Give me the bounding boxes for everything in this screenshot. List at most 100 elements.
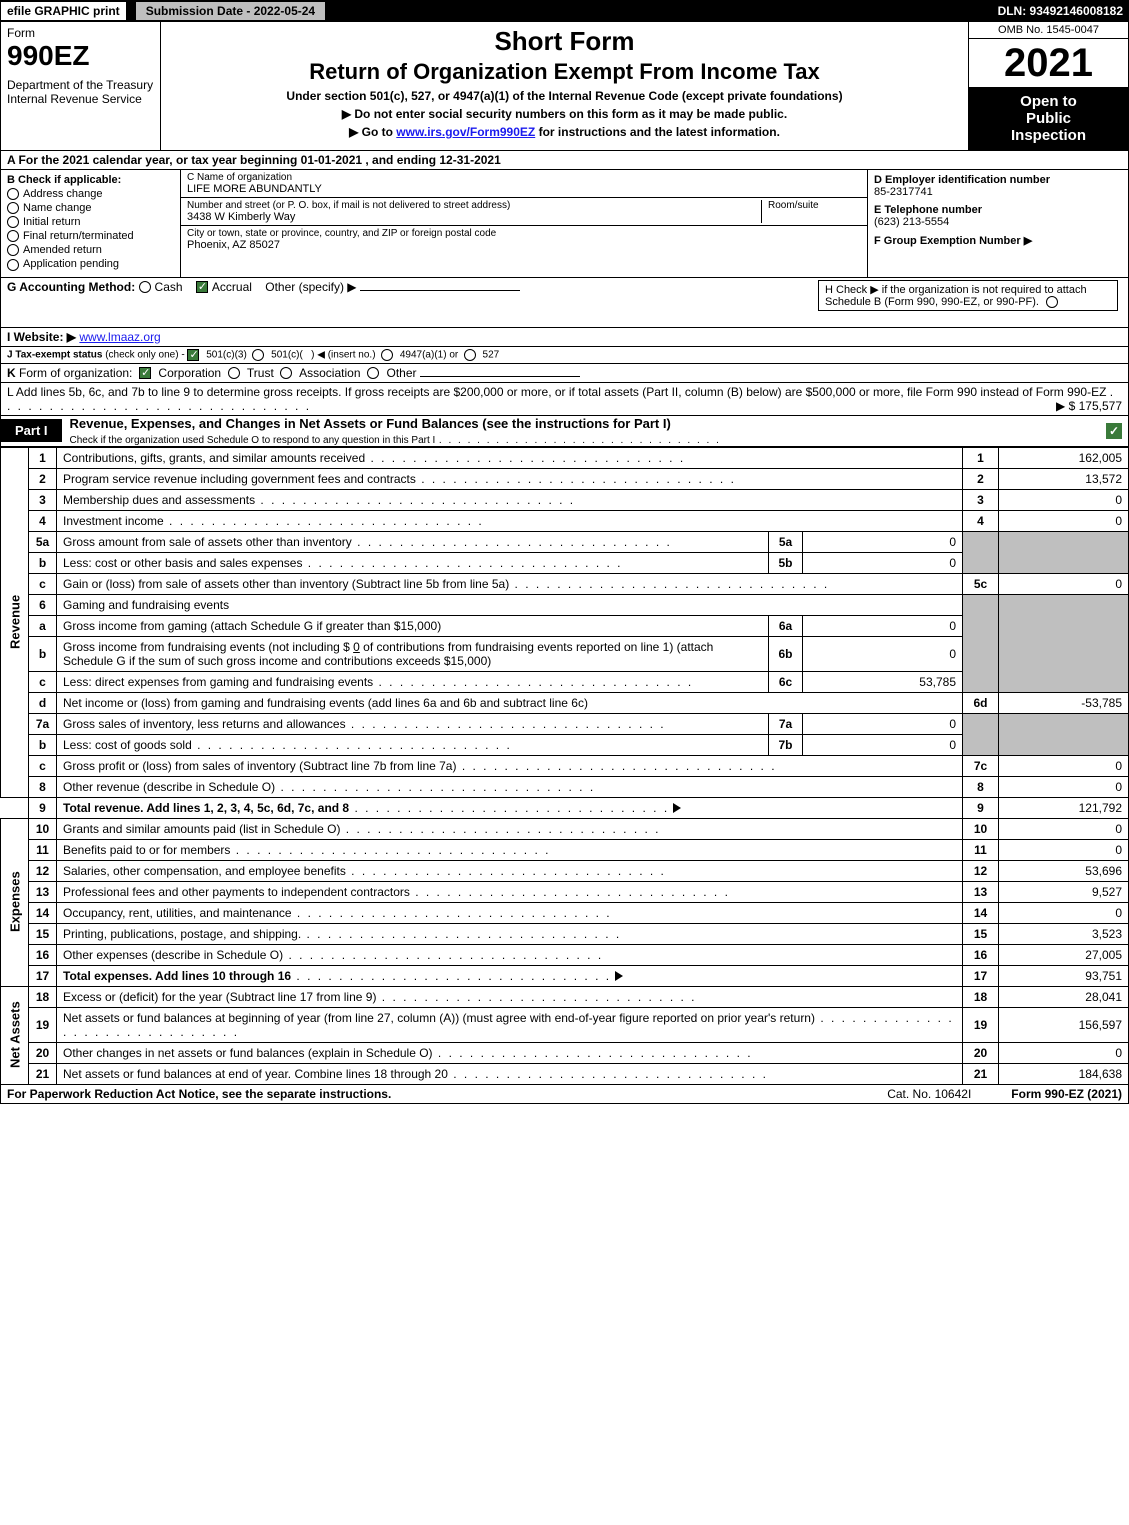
line-5b-mid: 5b: [769, 552, 803, 573]
line-12-desc: Salaries, other compensation, and employ…: [63, 864, 346, 878]
line-2-rno: 2: [963, 468, 999, 489]
website-link[interactable]: www.lmaaz.org: [79, 330, 160, 344]
line-12-rno: 12: [963, 860, 999, 881]
other-org-input[interactable]: [420, 376, 580, 377]
chk-application-pending[interactable]: Application pending: [7, 258, 174, 270]
goto-line: ▶ Go to www.irs.gov/Form990EZ for instru…: [167, 125, 962, 139]
chk-initial-return[interactable]: Initial return: [7, 216, 174, 228]
chk-accrual[interactable]: [196, 281, 208, 293]
chk-corporation[interactable]: [139, 367, 151, 379]
arrow-icon: [615, 971, 623, 981]
info-grid: B Check if applicable: Address change Na…: [0, 170, 1129, 278]
line-8-desc: Other revenue (describe in Schedule O): [63, 780, 275, 794]
line-15-desc: Printing, publications, postage, and shi…: [63, 927, 301, 941]
part-i-title: Revenue, Expenses, and Changes in Net As…: [70, 416, 671, 431]
under-section-text: Under section 501(c), 527, or 4947(a)(1)…: [167, 89, 962, 103]
line-6d-desc: Net income or (loss) from gaming and fun…: [57, 692, 963, 713]
line-11-desc: Benefits paid to or for members: [63, 843, 230, 857]
g-label: G Accounting Method:: [7, 280, 135, 294]
submission-date: Submission Date - 2022-05-24: [135, 1, 326, 21]
line-6c-no: c: [29, 671, 57, 692]
line-17-rno: 17: [963, 965, 999, 986]
chk-name-change[interactable]: Name change: [7, 202, 174, 214]
line-3: 3 Membership dues and assessments 3 0: [1, 489, 1129, 510]
line-12: 12 Salaries, other compensation, and emp…: [1, 860, 1129, 881]
line-5a-no: 5a: [29, 531, 57, 552]
row-l-gross-receipts: L Add lines 5b, 6c, and 7b to line 9 to …: [0, 383, 1129, 416]
org-name-value: LIFE MORE ABUNDANTLY: [187, 183, 861, 195]
chk-h-not-required[interactable]: [1046, 296, 1058, 308]
line-17-value: 93,751: [999, 965, 1129, 986]
chk-cash[interactable]: [139, 281, 151, 293]
line-16-rno: 16: [963, 944, 999, 965]
chk-address-change[interactable]: Address change: [7, 188, 174, 200]
row-a-tax-year: A For the 2021 calendar year, or tax yea…: [0, 151, 1129, 170]
line-7b: b Less: cost of goods sold 7b 0: [1, 734, 1129, 755]
line-5a-midval: 0: [803, 531, 963, 552]
line-10-no: 10: [29, 818, 57, 839]
group-exemption-label: F Group Exemption Number ▶: [874, 234, 1122, 247]
line-3-rno: 3: [963, 489, 999, 510]
row-g-accounting: G Accounting Method: Cash Accrual Other …: [0, 278, 1129, 328]
chk-trust[interactable]: [228, 367, 240, 379]
line-6b: b Gross income from fundraising events (…: [1, 636, 1129, 671]
line-10-rno: 10: [963, 818, 999, 839]
chk-other-org[interactable]: [367, 367, 379, 379]
form-number: 990EZ: [7, 40, 154, 72]
line-15-rno: 15: [963, 923, 999, 944]
line-5a-desc: Gross amount from sale of assets other t…: [63, 535, 352, 549]
line-6a-no: a: [29, 615, 57, 636]
line-3-no: 3: [29, 489, 57, 510]
telephone-label: E Telephone number: [874, 204, 1122, 216]
line-2-desc: Program service revenue including govern…: [63, 472, 416, 486]
line-8-rno: 8: [963, 776, 999, 797]
chk-527[interactable]: [464, 349, 476, 361]
chk-final-return[interactable]: Final return/terminated: [7, 230, 174, 242]
line-7b-midval: 0: [803, 734, 963, 755]
chk-501c[interactable]: [252, 349, 264, 361]
line-6c-mid: 6c: [769, 671, 803, 692]
line-12-no: 12: [29, 860, 57, 881]
tax-year: 2021: [969, 39, 1128, 87]
line-21-desc: Net assets or fund balances at end of ye…: [63, 1067, 448, 1081]
line-7ab-gray-val: [999, 713, 1129, 755]
chk-association[interactable]: [280, 367, 292, 379]
line-6-gray: [963, 594, 999, 692]
chk-4947a1[interactable]: [381, 349, 393, 361]
line-9-no: 9: [29, 797, 57, 818]
line-11-value: 0: [999, 839, 1129, 860]
part-i-schedule-o-check[interactable]: ✓: [1106, 423, 1122, 439]
line-14-no: 14: [29, 902, 57, 923]
line-5c-no: c: [29, 573, 57, 594]
form-no-footer: Form 990-EZ (2021): [1011, 1087, 1122, 1101]
line-18-no: 18: [29, 986, 57, 1007]
h-schedule-b-box: H Check ▶ if the organization is not req…: [818, 280, 1118, 311]
cat-no: Cat. No. 10642I: [887, 1087, 971, 1101]
open-line-2: Public: [973, 110, 1124, 127]
line-13-no: 13: [29, 881, 57, 902]
line-11-rno: 11: [963, 839, 999, 860]
line-6d-rno: 6d: [963, 692, 999, 713]
line-6d: d Net income or (loss) from gaming and f…: [1, 692, 1129, 713]
goto-link[interactable]: www.irs.gov/Form990EZ: [396, 125, 535, 139]
line-9-value: 121,792: [999, 797, 1129, 818]
col-b-check-if-applicable: B Check if applicable: Address change Na…: [1, 170, 181, 277]
line-21-rno: 21: [963, 1063, 999, 1084]
line-5a: 5a Gross amount from sale of assets othe…: [1, 531, 1129, 552]
line-6b-no: b: [29, 636, 57, 671]
chk-501c3[interactable]: [187, 349, 199, 361]
line-4-desc: Investment income: [63, 514, 164, 528]
line-15-value: 3,523: [999, 923, 1129, 944]
line-6c-midval: 53,785: [803, 671, 963, 692]
return-title: Return of Organization Exempt From Incom…: [167, 59, 962, 85]
accrual-label: Accrual: [212, 280, 252, 294]
other-specify-input[interactable]: [360, 290, 520, 291]
line-19-rno: 19: [963, 1007, 999, 1042]
org-name-label: C Name of organization: [187, 172, 861, 183]
line-2-no: 2: [29, 468, 57, 489]
row-l-amount: ▶ $ 175,577: [1056, 399, 1122, 413]
line-7b-mid: 7b: [769, 734, 803, 755]
line-15-no: 15: [29, 923, 57, 944]
chk-amended-return[interactable]: Amended return: [7, 244, 174, 256]
line-10-value: 0: [999, 818, 1129, 839]
